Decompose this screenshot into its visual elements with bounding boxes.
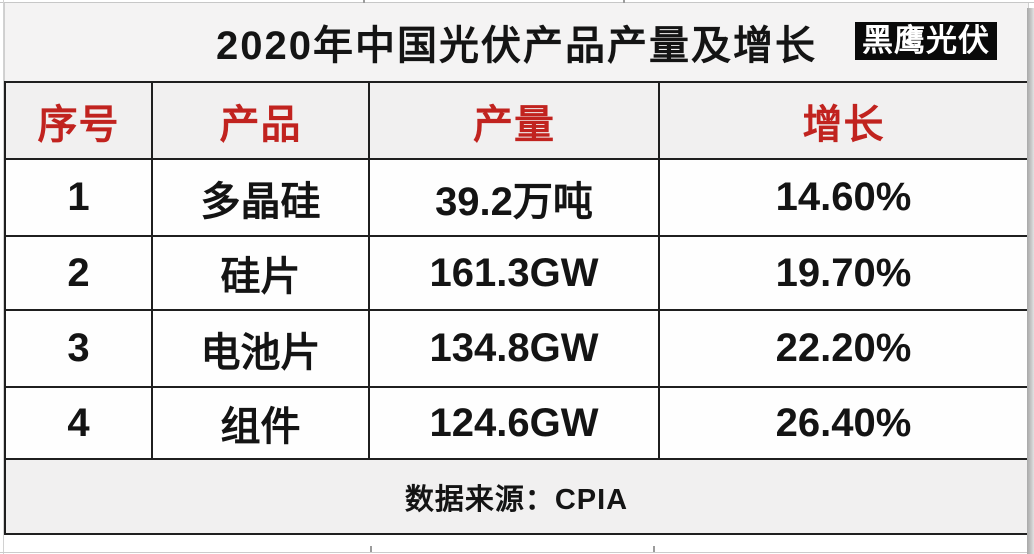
cell-index: 2 [4, 235, 153, 311]
column-header-product: 产品 [151, 81, 370, 160]
cell-index: 3 [4, 309, 153, 388]
gridline-remnant [370, 546, 372, 552]
table-header-row: 序号 产品 产量 增长 [4, 81, 1029, 160]
source-note: 数据来源：CPIA [4, 458, 1029, 535]
cell-output: 134.8GW [368, 309, 660, 388]
cell-output: 39.2万吨 [368, 158, 660, 237]
table-row: 4 组件 124.6GW 26.40% [4, 386, 1029, 460]
gridline-remnant [363, 0, 365, 3]
cell-growth: 26.40% [658, 386, 1029, 460]
brand-badge: 黑鹰光伏 [855, 22, 997, 60]
cell-index: 4 [4, 386, 153, 460]
cell-output: 124.6GW [368, 386, 660, 460]
gridline-remnant [623, 0, 625, 3]
column-header-index: 序号 [4, 81, 153, 160]
table-row: 2 硅片 161.3GW 19.70% [4, 235, 1029, 311]
column-header-output: 产量 [368, 81, 660, 160]
page-title: 2020年中国光伏产品产量及增长 [216, 24, 817, 68]
gridline-bottom [0, 552, 1034, 553]
gridline-top [0, 2, 1034, 3]
gridline-left [3, 0, 4, 554]
cell-growth: 14.60% [658, 158, 1029, 237]
cell-product: 组件 [151, 386, 370, 460]
production-table: 序号 产品 产量 增长 1 多晶硅 39.2万吨 14.60% 2 硅片 161… [4, 81, 1029, 535]
table-row: 1 多晶硅 39.2万吨 14.60% [4, 158, 1029, 237]
cell-output: 161.3GW [368, 235, 660, 311]
column-header-growth: 增长 [658, 81, 1029, 160]
page-shadow [1027, 8, 1034, 554]
cell-growth: 22.20% [658, 309, 1029, 388]
cell-product: 电池片 [151, 309, 370, 388]
title-bar: 2020年中国光伏产品产量及增长 黑鹰光伏 [4, 3, 1029, 81]
cell-product: 硅片 [151, 235, 370, 311]
table-footer-row: 数据来源：CPIA [4, 458, 1029, 535]
data-table-container: 序号 产品 产量 增长 1 多晶硅 39.2万吨 14.60% 2 硅片 161… [4, 81, 1029, 535]
gridline-remnant [653, 546, 655, 552]
cell-index: 1 [4, 158, 153, 237]
cell-growth: 19.70% [658, 235, 1029, 311]
table-row: 3 电池片 134.8GW 22.20% [4, 309, 1029, 388]
cell-product: 多晶硅 [151, 158, 370, 237]
